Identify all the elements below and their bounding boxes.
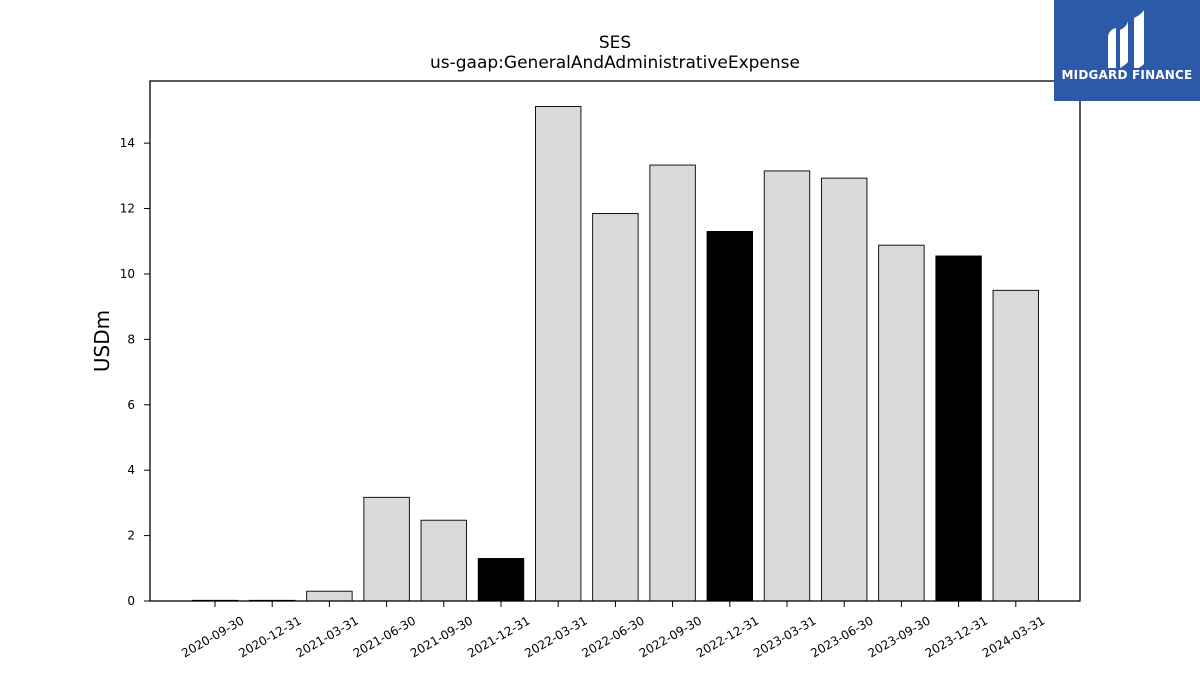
chart-subtitle: us-gaap:GeneralAndAdministrativeExpense [430,53,800,73]
x-tick-label: 2022-03-31 [522,613,589,660]
x-tick-label: 2023-03-31 [751,613,818,660]
x-tick-label: 2020-09-30 [179,613,246,660]
bar-2024-03-31 [992,289,1039,602]
bar-2022-09-30 [649,164,696,602]
y-tick-label: 4 [127,463,135,477]
y-axis-label: USDm [90,310,114,372]
x-tick-label: 2021-09-30 [408,613,475,660]
x-tick-label: 2022-09-30 [637,613,704,660]
logo-text: MIDGARD FINANCE [1061,68,1193,82]
bar-2021-06-30 [363,496,410,602]
bar-2021-12-31 [477,558,525,602]
y-tick-label: 0 [127,594,135,608]
x-tick-label: 2021-06-30 [351,613,418,660]
x-tick-label: 2022-06-30 [579,613,646,660]
y-tick-label: 12 [120,202,135,216]
bar-2023-09-30 [878,244,925,602]
chart-title: SES [599,33,631,53]
y-tick-label: 10 [120,267,135,281]
y-tick-label: 14 [120,136,135,150]
x-tick-label: 2021-03-31 [293,613,360,660]
x-tick-label: 2023-09-30 [865,613,932,660]
x-tick-label: 2020-12-31 [236,613,303,660]
bars-group [191,106,1039,602]
bar-2022-03-31 [535,106,582,602]
y-tick-label: 8 [127,332,135,346]
bar-2021-09-30 [420,519,467,602]
x-tick-label: 2023-12-31 [923,613,990,660]
y-tick-label: 2 [127,529,135,543]
bar-2023-03-31 [763,170,811,602]
midgard-finance-logo: MIDGARD FINANCE [1054,0,1200,101]
midgard-logo-icon [1108,10,1144,68]
x-tick-label: 2023-06-30 [808,613,875,660]
bar-2022-12-31 [706,230,753,602]
plot-frame [149,80,1081,602]
bar-2023-06-30 [821,177,868,602]
bar-2023-12-31 [935,255,982,602]
bar-2021-03-31 [306,590,353,602]
y-axis-ticks: 0 2 4 6 8 10 12 14 [120,136,150,608]
y-tick-label: 6 [127,398,135,412]
x-tick-label: 2021-12-31 [465,613,532,660]
bar-2022-06-30 [592,213,639,602]
x-axis-ticks: 2020-09-302020-12-312021-03-312021-06-30… [179,601,1047,660]
x-tick-label: 2024-03-31 [980,613,1047,660]
x-tick-label: 2022-12-31 [694,613,761,660]
